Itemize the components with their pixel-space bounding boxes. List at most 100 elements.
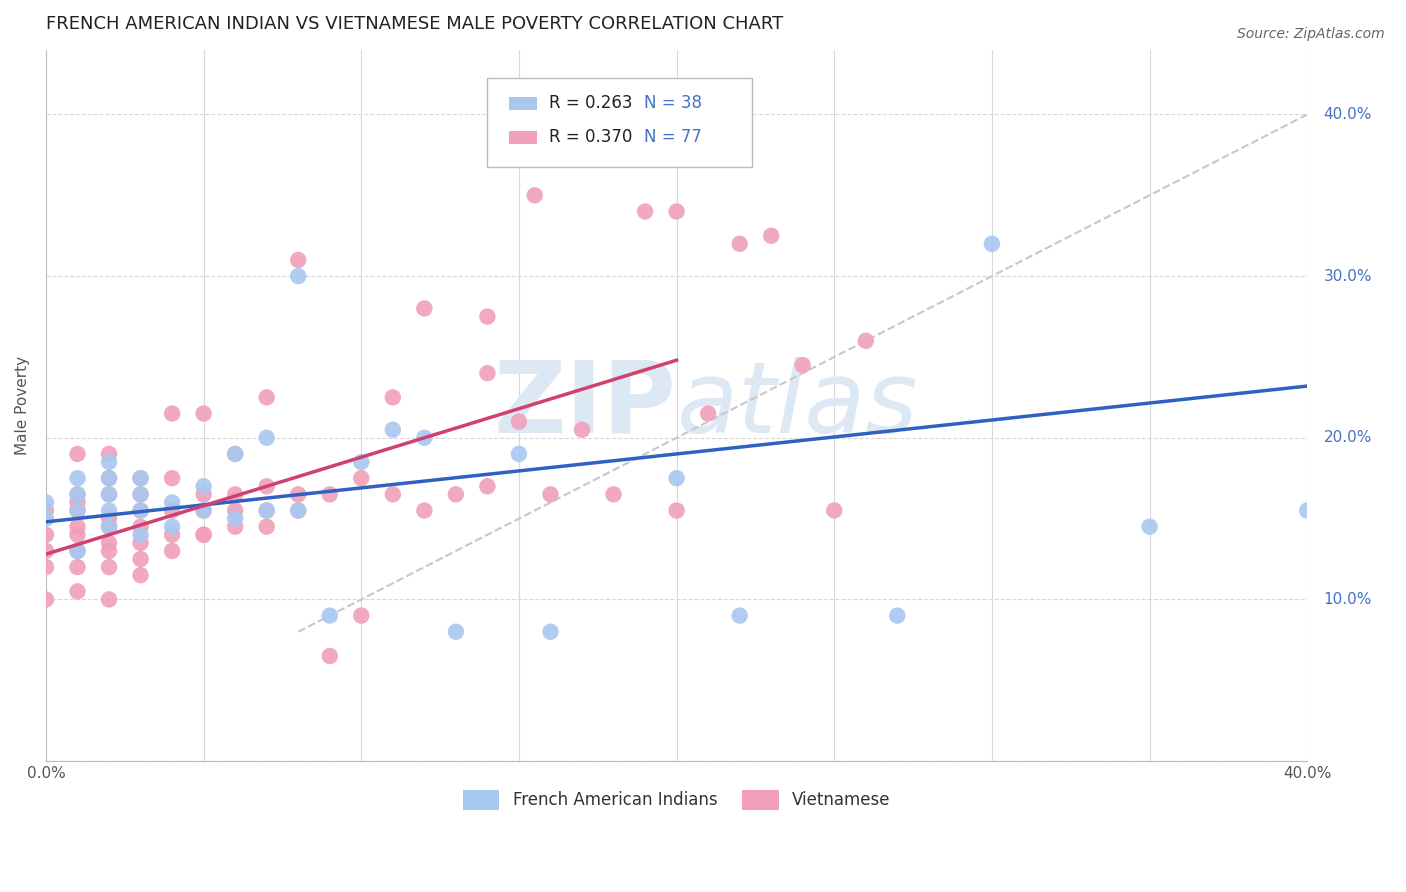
Point [193, 479, 215, 493]
Point [224, 519, 246, 533]
Point [855, 334, 877, 348]
Point [129, 552, 152, 566]
Point [413, 301, 436, 316]
Point [823, 503, 845, 517]
Point [129, 536, 152, 550]
Point [413, 503, 436, 517]
Point [508, 415, 530, 429]
Point [571, 423, 593, 437]
Point [98, 519, 121, 533]
Point [66, 544, 89, 558]
Point [160, 503, 183, 517]
Point [319, 487, 342, 501]
Point [193, 407, 215, 421]
Point [35, 503, 58, 517]
Point [129, 528, 152, 542]
Text: atlas: atlas [676, 357, 918, 454]
Point [413, 431, 436, 445]
Point [98, 544, 121, 558]
Point [35, 495, 58, 509]
Point [319, 608, 342, 623]
FancyBboxPatch shape [488, 78, 752, 167]
Point [444, 487, 467, 501]
Point [66, 487, 89, 501]
Point [66, 503, 89, 517]
Point [35, 511, 58, 525]
Point [98, 592, 121, 607]
Point [728, 236, 751, 251]
Point [98, 519, 121, 533]
Point [160, 407, 183, 421]
Point [160, 519, 183, 533]
Point [381, 423, 404, 437]
Point [193, 487, 215, 501]
Text: 30.0%: 30.0% [1323, 268, 1372, 284]
Point [256, 390, 278, 404]
Point [350, 471, 373, 485]
Point [224, 447, 246, 461]
Point [980, 236, 1002, 251]
Text: 20.0%: 20.0% [1323, 430, 1372, 445]
Point [287, 503, 309, 517]
Point [224, 503, 246, 517]
Point [129, 503, 152, 517]
Point [66, 503, 89, 517]
Point [523, 188, 546, 202]
Point [98, 471, 121, 485]
Point [477, 479, 499, 493]
Point [697, 407, 720, 421]
Point [287, 269, 309, 284]
Point [287, 487, 309, 501]
Point [256, 503, 278, 517]
Point [444, 624, 467, 639]
Point [66, 495, 89, 509]
Point [129, 487, 152, 501]
Point [35, 560, 58, 574]
Point [224, 447, 246, 461]
FancyBboxPatch shape [509, 131, 537, 144]
Point [98, 536, 121, 550]
Point [193, 503, 215, 517]
Point [98, 511, 121, 525]
Point [160, 495, 183, 509]
Point [319, 648, 342, 663]
Legend: French American Indians, Vietnamese: French American Indians, Vietnamese [456, 783, 897, 817]
Point [98, 455, 121, 469]
Point [477, 366, 499, 380]
Text: R = 0.263: R = 0.263 [550, 95, 633, 112]
Point [129, 503, 152, 517]
Point [508, 447, 530, 461]
Point [66, 560, 89, 574]
Point [256, 503, 278, 517]
Point [540, 487, 562, 501]
Point [193, 528, 215, 542]
Y-axis label: Male Poverty: Male Poverty [15, 356, 30, 455]
Point [160, 471, 183, 485]
Point [381, 487, 404, 501]
Point [35, 592, 58, 607]
Point [287, 252, 309, 267]
Text: 10.0%: 10.0% [1323, 592, 1372, 607]
Point [66, 487, 89, 501]
Point [665, 471, 688, 485]
Point [98, 487, 121, 501]
Point [129, 487, 152, 501]
Point [540, 624, 562, 639]
Point [129, 471, 152, 485]
Point [728, 608, 751, 623]
Point [129, 519, 152, 533]
Point [477, 310, 499, 324]
Point [1296, 503, 1319, 517]
Point [350, 455, 373, 469]
Point [224, 487, 246, 501]
Point [761, 228, 783, 243]
Text: ZIP: ZIP [494, 357, 676, 454]
Point [98, 471, 121, 485]
Point [602, 487, 624, 501]
Point [129, 568, 152, 582]
Point [287, 503, 309, 517]
Point [256, 479, 278, 493]
FancyBboxPatch shape [509, 96, 537, 110]
Point [886, 608, 908, 623]
Point [256, 519, 278, 533]
